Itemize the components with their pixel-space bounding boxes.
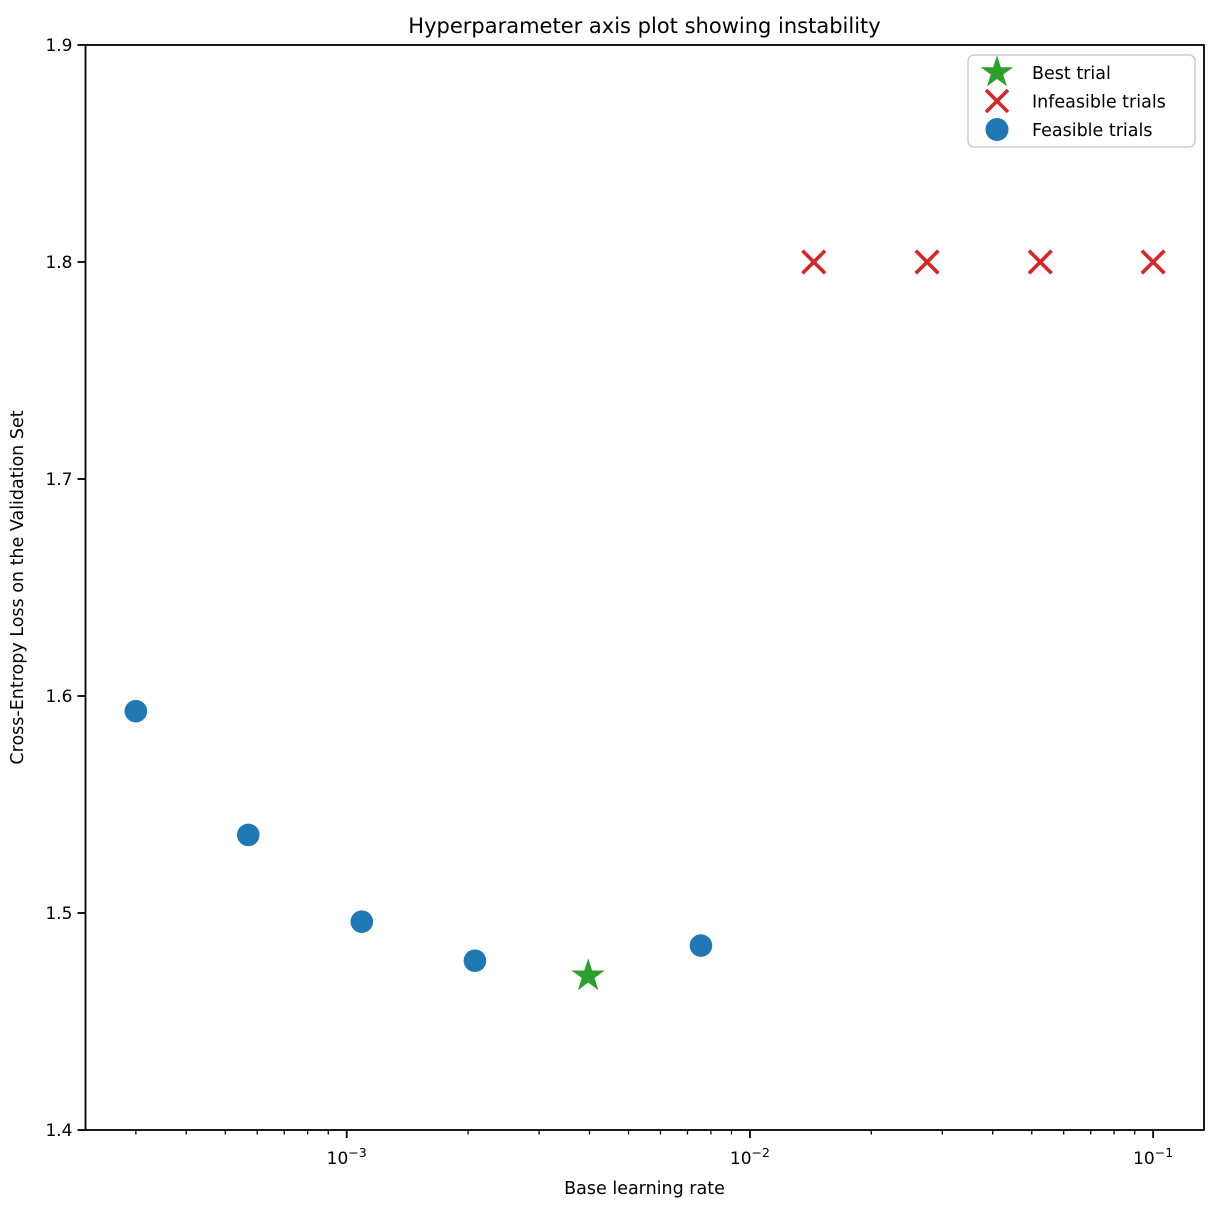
x-marker [914,249,940,275]
legend-x-marker [984,88,1010,114]
x-tick-label: 10−3 [327,1145,367,1169]
y-tick-label: 1.8 [45,253,72,273]
plot-border [84,44,1205,1131]
x-marker [1027,249,1053,275]
circle-marker [689,934,713,957]
legend-label: Best trial [1032,64,1111,84]
chart-title: Hyperparameter axis plot showing instabi… [408,14,880,38]
legend-box [967,54,1196,148]
y-axis-label: Cross-Entropy Loss on the Validation Set [8,410,28,764]
legend-circle-marker [985,118,1009,141]
x-tick-label: 10−1 [1133,1145,1173,1169]
circle-marker [350,910,374,933]
circle-marker [236,823,260,847]
y-tick-label: 1.5 [45,904,72,924]
circle-marker [463,949,487,973]
x-tick-label: 10−2 [730,1145,770,1169]
x-marker [801,249,827,275]
star-marker [571,958,605,991]
legend-label: Feasible trials [1032,121,1153,141]
circle-marker [124,699,148,723]
legend-star-marker [980,55,1014,87]
x-axis-label: Base learning rate [564,1179,725,1199]
y-tick-label: 1.9 [45,36,72,56]
y-tick-label: 1.6 [45,687,72,707]
y-tick-label: 1.7 [45,470,72,490]
legend: Best trial Infeasible trials Feasible tria… [967,54,1196,148]
axis-ticks: 10−3 10−2 10−1 1.4 1.5 1.6 1.7 1.8 1.9 [45,36,1173,1169]
legend-label: Infeasible trials [1032,93,1166,113]
data-markers [124,249,1166,991]
x-marker [1140,249,1166,275]
y-tick-label: 1.4 [45,1121,72,1141]
